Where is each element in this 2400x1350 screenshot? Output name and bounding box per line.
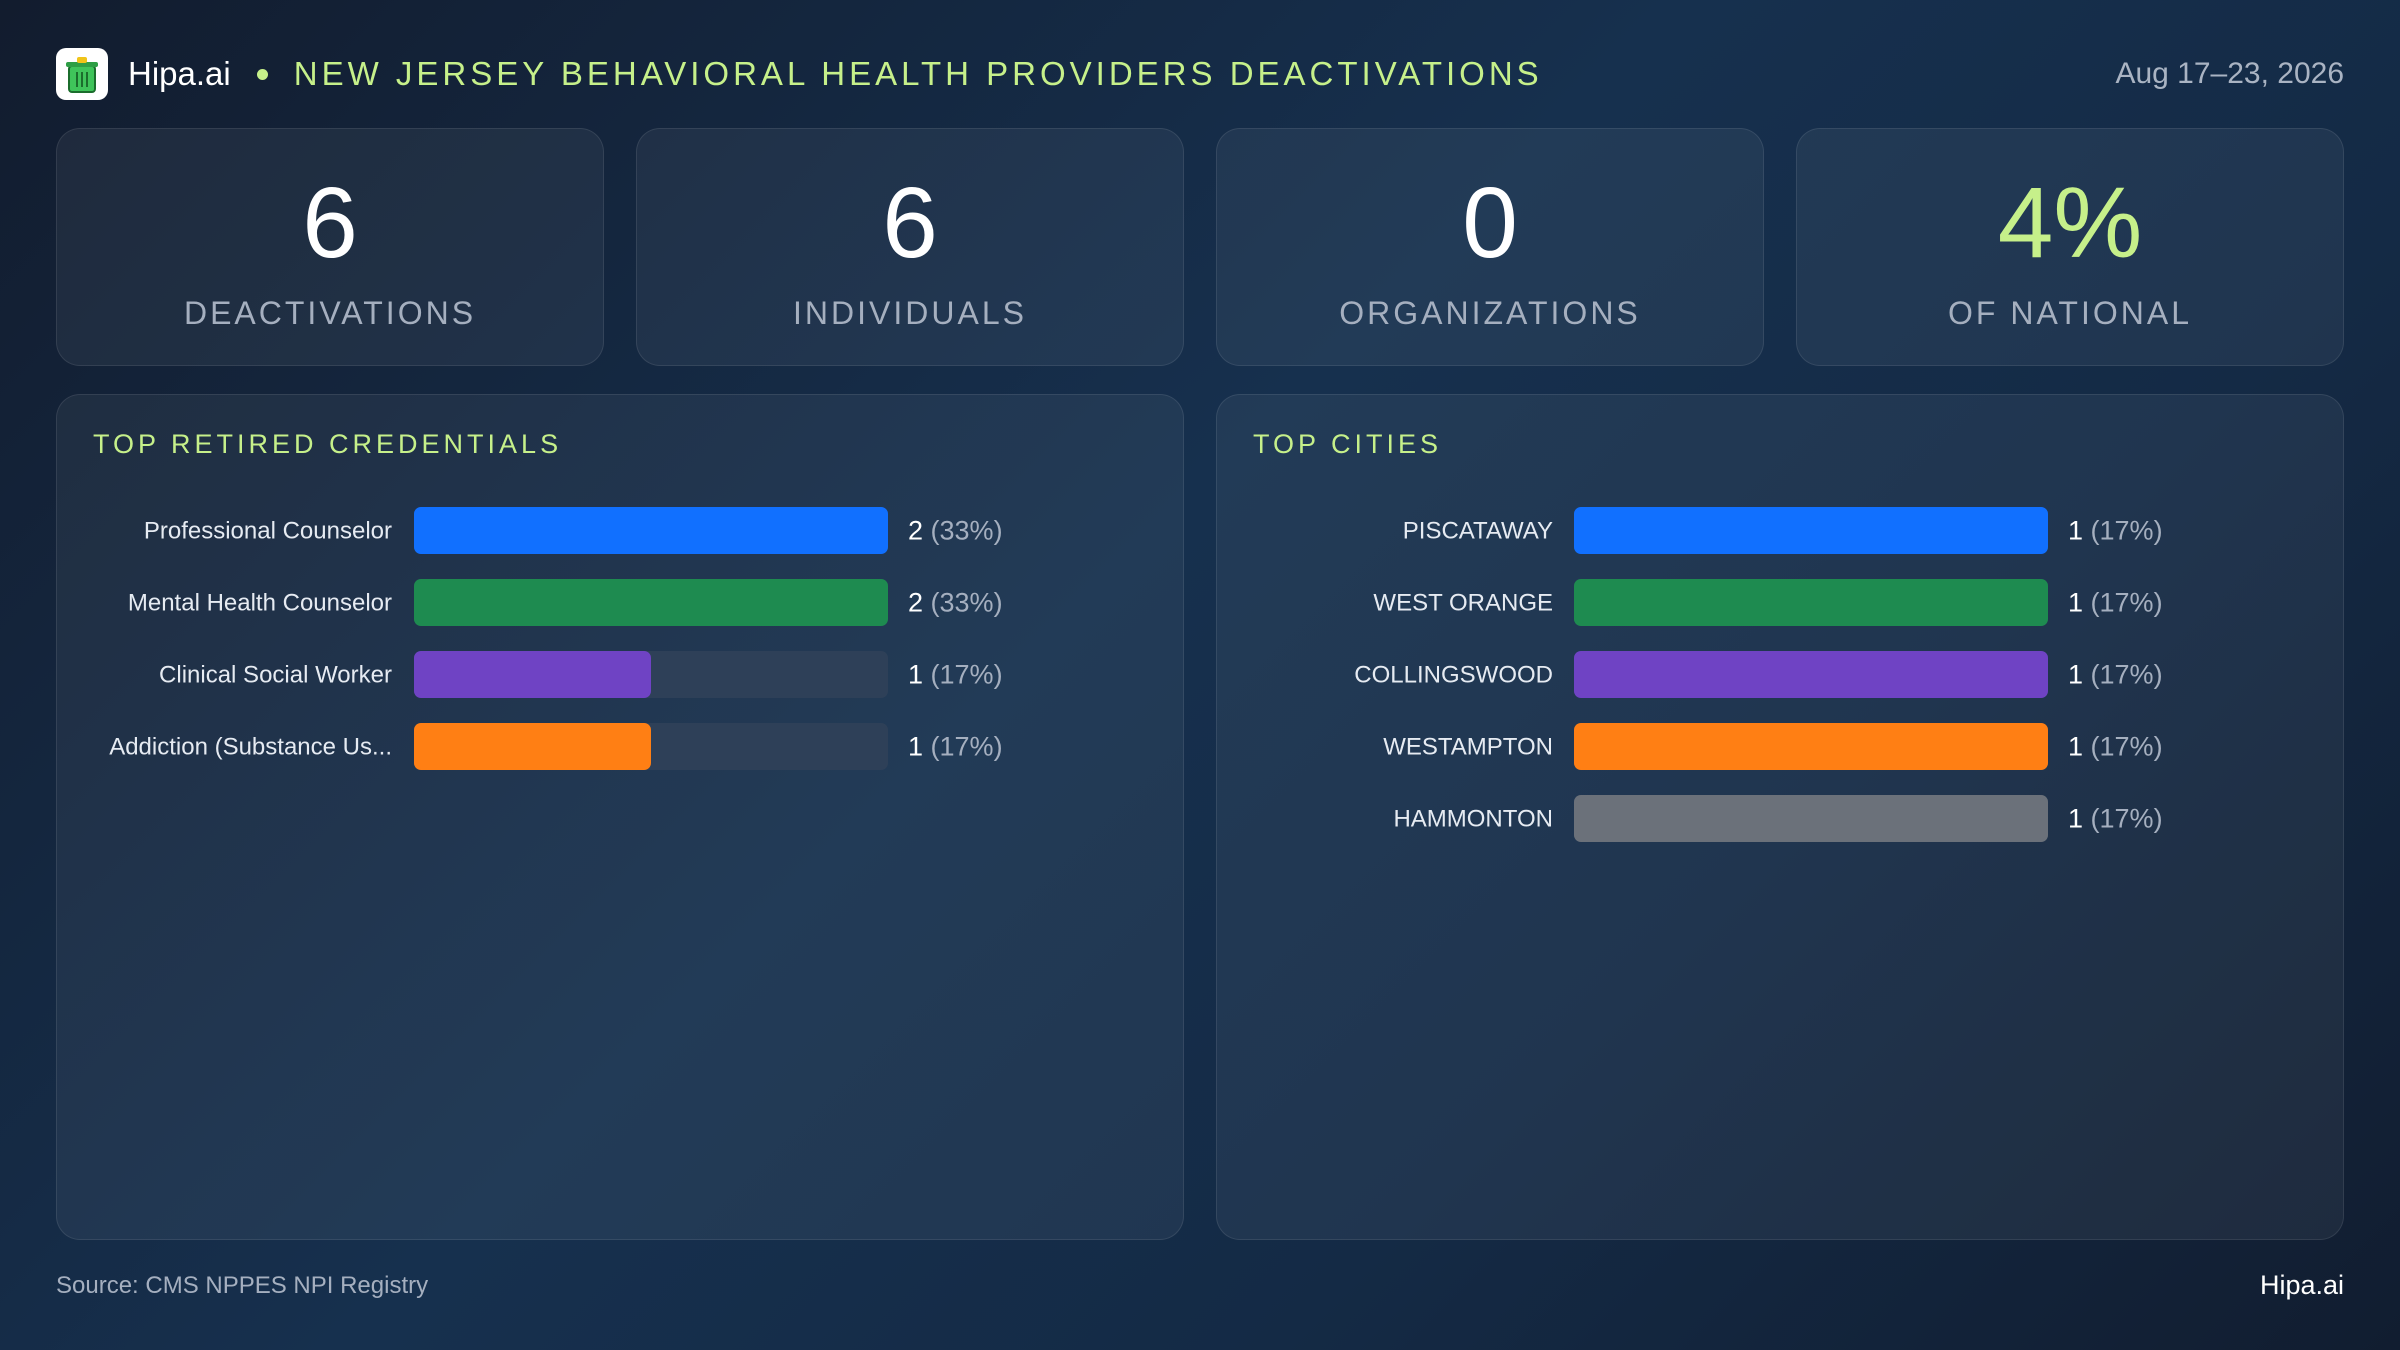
panel-title: TOP RETIRED CREDENTIALS (93, 429, 563, 459)
bar-category-label: Mental Health Counselor (128, 590, 392, 617)
cities-panel: TOP CITIES PISCATAWAY 1 (17%) WEST ORANGE 1… (1216, 394, 2344, 1240)
bar (1574, 795, 2048, 842)
bar-value-label: 2 (33%) (908, 516, 1003, 546)
bar-value-label: 1 (17%) (2068, 660, 2163, 690)
bar-value-label: 2 (33%) (908, 588, 1003, 618)
credentials-panel: TOP RETIRED CREDENTIALS Professional Cou… (56, 394, 1184, 1240)
stat-card-national-share: 4% OF NATIONAL (1796, 128, 2344, 366)
stat-card-individuals: 6 INDIVIDUALS (636, 128, 1184, 366)
stat-label: ORGANIZATIONS (1339, 294, 1641, 331)
bar (1574, 723, 2048, 770)
bar-category-label: WEST ORANGE (1373, 590, 1553, 617)
stat-cards: 6 DEACTIVATIONS 6 INDIVIDUALS 0 ORGANIZA… (56, 128, 2344, 366)
stat-label: OF NATIONAL (1948, 294, 2192, 331)
stat-label: INDIVIDUALS (793, 294, 1027, 331)
stat-value: 6 (882, 166, 938, 279)
bar-value-label: 1 (17%) (2068, 588, 2163, 618)
bar-value-label: 1 (17%) (2068, 732, 2163, 762)
stat-card-organizations: 0 ORGANIZATIONS (1216, 128, 1764, 366)
bar-category-label: Clinical Social Worker (159, 662, 392, 689)
page-title: NEW JERSEY BEHAVIORAL HEALTH PROVIDERS D… (293, 55, 1543, 92)
bar (1574, 579, 2048, 626)
trash-can-icon (56, 48, 108, 100)
bar-category-label: COLLINGSWOOD (1354, 662, 1553, 689)
bar-category-label: WESTAMPTON (1383, 734, 1553, 761)
date-range: Aug 17–23, 2026 (2115, 57, 2344, 90)
footer-brand: Hipa.ai (2259, 1270, 2344, 1300)
credentials-bar-chart: Professional Counselor 2 (33%) Mental Heal… (109, 507, 1003, 770)
bar-value-label: 1 (17%) (2068, 804, 2163, 834)
bar (414, 723, 651, 770)
stat-value: 0 (1462, 166, 1518, 279)
bar-category-label: PISCATAWAY (1403, 518, 1553, 545)
cities-bar-chart: PISCATAWAY 1 (17%) WEST ORANGE 1 (17%) COLLI… (1354, 507, 2163, 842)
panel-title: TOP CITIES (1253, 429, 1443, 459)
bar-category-label: Professional Counselor (144, 518, 392, 545)
brand-name: Hipa.ai (128, 55, 231, 92)
stat-value: 6 (302, 166, 358, 279)
stat-label: DEACTIVATIONS (183, 294, 477, 331)
bar-category-label: Addiction (Substance Us... (109, 734, 392, 761)
header: Hipa.ai NEW JERSEY BEHAVIORAL HEALTH PRO… (56, 46, 2344, 102)
bar (1574, 507, 2048, 554)
source-note: Source: CMS NPPES NPI Registry (56, 1272, 429, 1299)
bar-value-label: 1 (17%) (2068, 516, 2163, 546)
bar (414, 651, 651, 698)
bar (1574, 651, 2048, 698)
bar-category-label: HAMMONTON (1393, 806, 1553, 833)
bar (414, 507, 888, 554)
bar (414, 579, 888, 626)
bar-value-label: 1 (17%) (908, 732, 1003, 762)
bar-value-label: 1 (17%) (908, 660, 1003, 690)
stat-card-deactivations: 6 DEACTIVATIONS (56, 128, 604, 366)
separator-dot (256, 68, 268, 80)
stat-value: 4% (1997, 166, 2143, 279)
